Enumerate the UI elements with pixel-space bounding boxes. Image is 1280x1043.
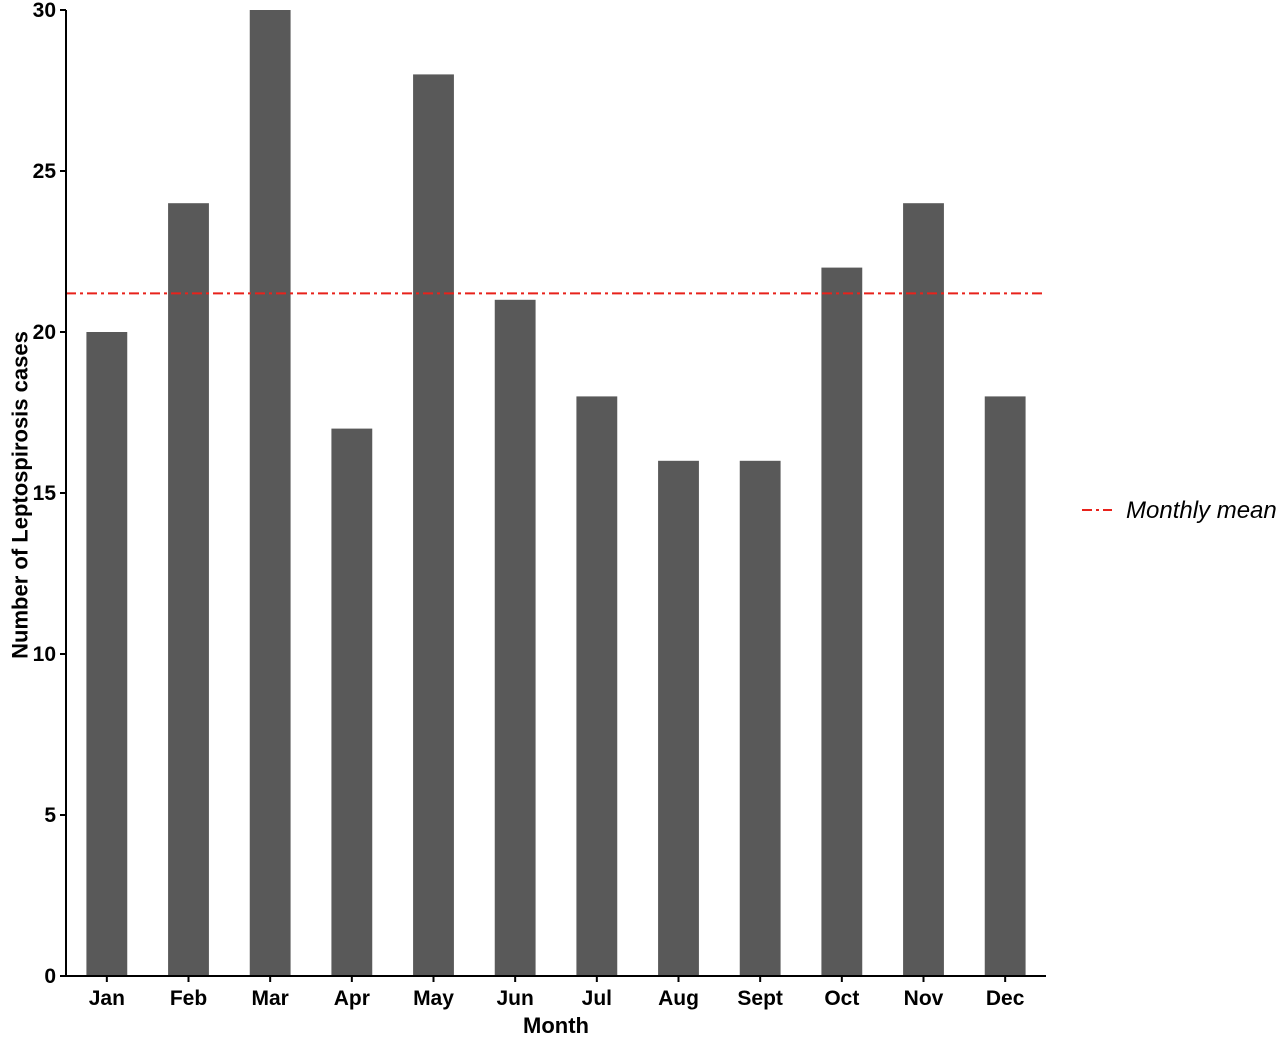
- bar-sept: [739, 460, 781, 976]
- bar-aug: [658, 460, 699, 976]
- bar-feb: [168, 203, 209, 976]
- x-tick-label-apr: Apr: [334, 987, 370, 1010]
- x-tick-label-may: May: [413, 987, 454, 1010]
- bar-jan: [86, 332, 128, 976]
- x-tick-label-sept: Sept: [737, 987, 783, 1010]
- x-ticks-group: Jan Feb Mar Apr May Jun Jul Aug Sept Oct Nov Dec: [89, 976, 1025, 1010]
- x-tick-label-jun: Jun: [496, 987, 533, 1010]
- y-tick-label: 15: [33, 482, 57, 505]
- bar-may: [413, 74, 454, 976]
- y-axis-title: Number of Leptospirosis cases: [8, 331, 33, 659]
- legend-label: Monthly mean: [1126, 497, 1277, 524]
- x-tick-label-aug: Aug: [658, 987, 699, 1010]
- y-tick-label: 20: [33, 321, 56, 344]
- x-axis-title: Month: [523, 1013, 589, 1038]
- y-tick-label: 5: [44, 804, 56, 827]
- y-tick-label: 10: [33, 643, 56, 666]
- x-tick-label-oct: Oct: [824, 987, 859, 1010]
- bar-apr: [331, 428, 373, 977]
- bar-oct: [821, 267, 863, 977]
- bars-group: [86, 10, 1026, 977]
- y-tick-label: 0: [44, 965, 56, 988]
- x-tick-label-dec: Dec: [986, 987, 1025, 1010]
- y-ticks-group: 0 5 10 15 20 25 30: [33, 0, 66, 988]
- bar-nov: [903, 203, 944, 976]
- bar-jun: [494, 299, 536, 976]
- y-tick-label: 30: [33, 0, 56, 22]
- x-tick-label-jan: Jan: [89, 987, 125, 1010]
- axes-group: [65, 10, 1046, 977]
- x-tick-label-feb: Feb: [170, 987, 207, 1010]
- x-tick-label-nov: Nov: [904, 987, 944, 1010]
- y-tick-label: 25: [33, 160, 57, 183]
- bar-jul: [576, 396, 618, 976]
- bar-mar: [249, 10, 291, 976]
- legend: Monthly mean: [1082, 497, 1277, 524]
- x-tick-label-mar: Mar: [251, 987, 288, 1010]
- bar-dec: [984, 396, 1026, 976]
- x-tick-label-jul: Jul: [582, 987, 612, 1010]
